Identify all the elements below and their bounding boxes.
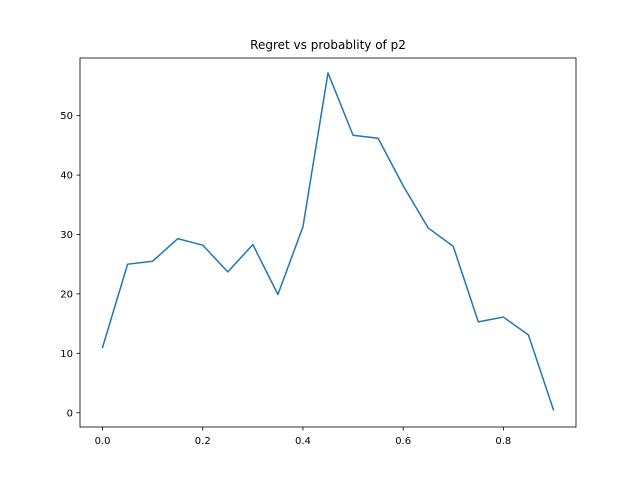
y-tick-label: 0: [67, 408, 73, 419]
y-tick-label: 40: [60, 171, 73, 182]
series-layer: [101, 72, 555, 411]
series-line: [101, 72, 555, 411]
x-tick-label: 0.4: [295, 436, 311, 447]
x-tick-label: 0.6: [395, 436, 411, 447]
y-tick-label: 50: [60, 111, 73, 122]
axes-frame: [79, 57, 577, 428]
plot-area: [79, 57, 577, 428]
x-tick-label: 0.0: [95, 436, 111, 447]
x-tick-label: 0.8: [495, 436, 511, 447]
y-tick-label: 30: [60, 230, 73, 241]
ticks-layer: 0.0 0.2 0.4 0.6 0.8 0 10 20 30 40 50: [60, 111, 511, 447]
chart-title: Regret vs probablity of p2: [250, 38, 406, 52]
y-tick-label: 10: [60, 349, 73, 360]
y-tick-label: 20: [60, 289, 73, 300]
x-tick-label: 0.2: [195, 436, 211, 447]
